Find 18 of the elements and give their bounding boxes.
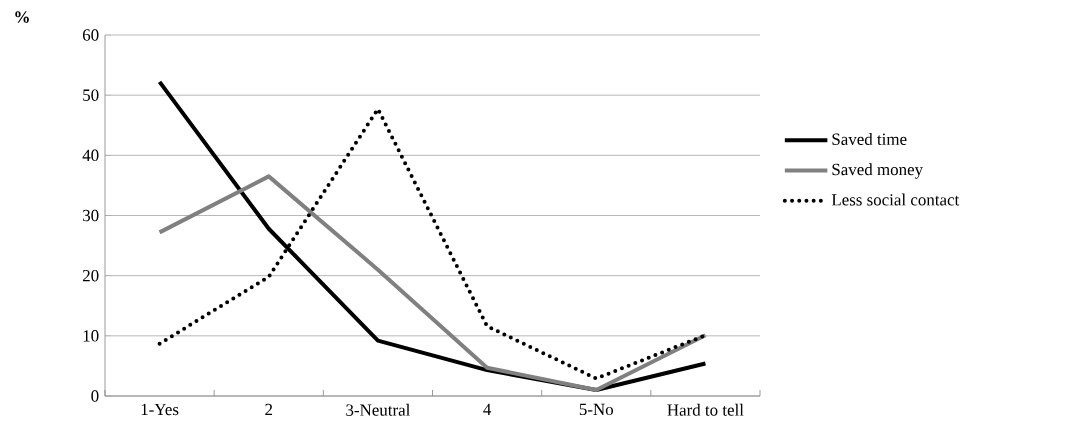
legend-label: Saved time	[832, 133, 907, 145]
x-tick-label: 5-No	[579, 403, 614, 416]
legend-label: Saved money	[832, 163, 923, 179]
y-axis-title: %	[15, 11, 29, 23]
y-tick-label: 40	[82, 149, 99, 162]
x-tick-label: 4	[483, 403, 492, 415]
y-tick-label: 60	[82, 29, 99, 41]
x-tick-label: Hard to tell	[667, 403, 744, 416]
y-tick-label: 20	[82, 269, 99, 282]
y-tick-label: 30	[83, 209, 99, 222]
y-tick-label: 0	[91, 390, 99, 402]
y-tick-label: 50	[83, 89, 99, 101]
x-tick-label: 3-Neutral	[346, 403, 411, 416]
x-tick-label: 2	[265, 403, 273, 416]
x-tick-label: 1-Yes	[141, 403, 179, 416]
line-series	[157, 174, 708, 392]
legend-label: Less social contact	[831, 193, 960, 206]
y-tick-label: 10	[83, 330, 99, 342]
